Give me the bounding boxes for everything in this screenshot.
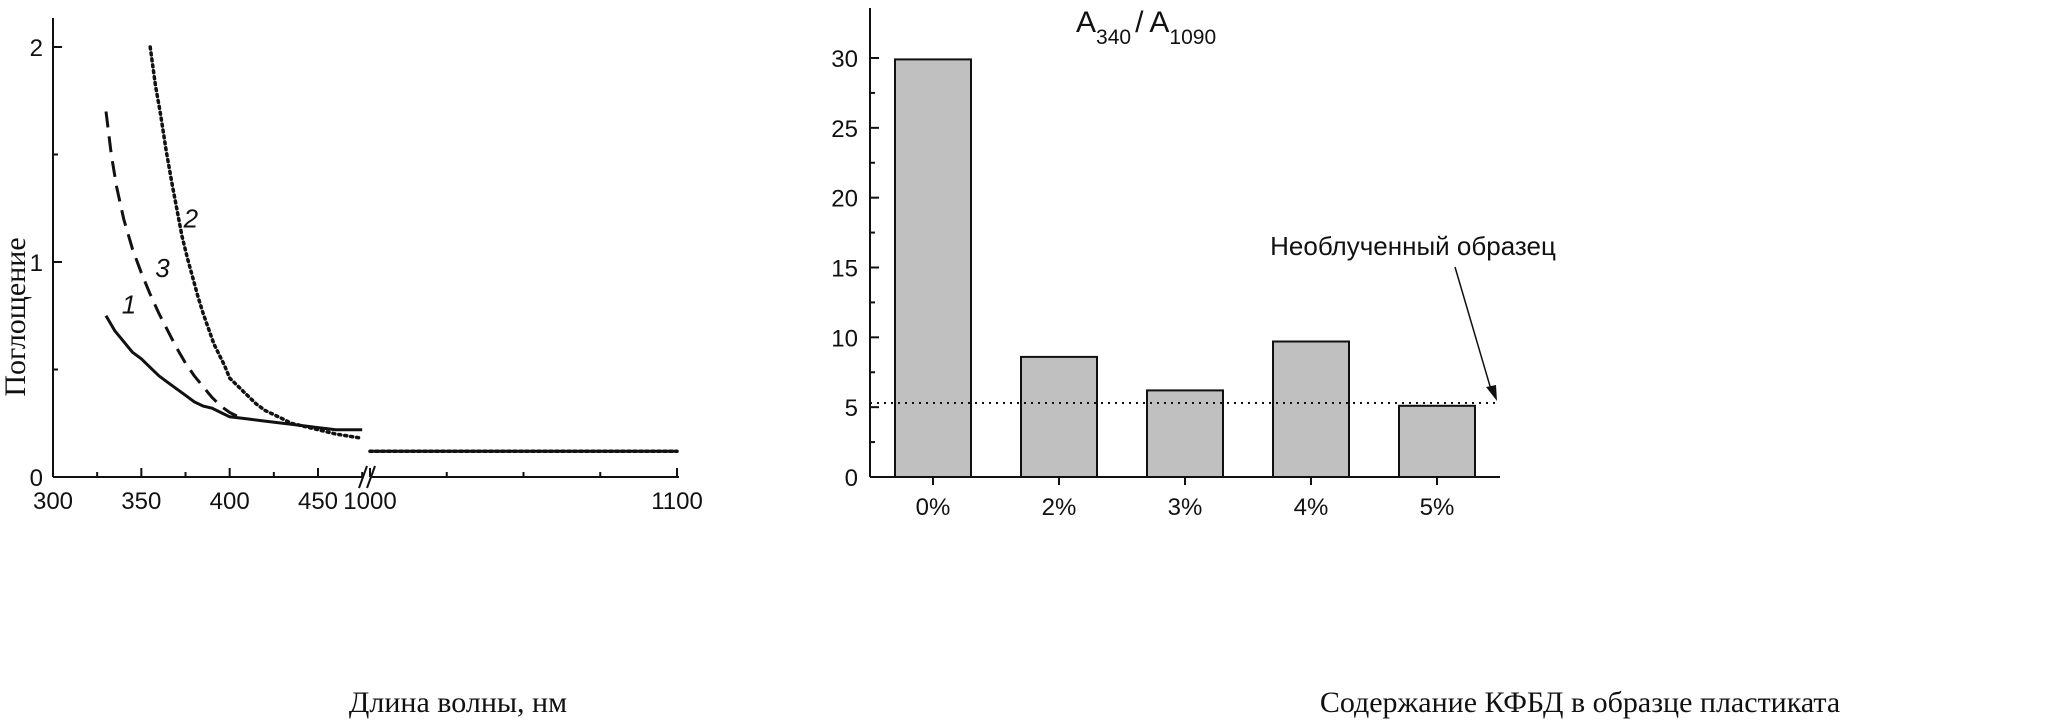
bar-2pct	[1020, 355, 1098, 478]
left-chart-ticks: 0 1 2 300 350 400 450 1000 1100	[30, 35, 703, 515]
left-chart-series	[104, 45, 679, 453]
y-label-sub1: 340	[1096, 26, 1131, 49]
left-y-tick-label: 0	[30, 465, 43, 492]
curve-label-2: 2	[183, 204, 199, 234]
right-chart-bars	[894, 58, 1476, 479]
annotation-arrow-line	[1454, 266, 1493, 394]
right-x-axis-label: Содержание КФБД в образце пластиката	[1320, 686, 1840, 719]
left-y-axis-label: Поглощение	[0, 237, 32, 396]
right-y-axis-label: A340/A1090	[1076, 6, 1216, 49]
series-line-1	[104, 315, 363, 432]
left-x-tick-label: 350	[121, 488, 161, 515]
left-x-tick-label: 300	[33, 488, 73, 515]
left-x-tick-label: 1100	[651, 488, 703, 515]
right-chart-ticks: 0 5 10 15 20 25 30 0% 2% 3% 4% 5%	[831, 46, 1454, 521]
right-x-tick-label: 3%	[1168, 494, 1203, 521]
right-x-tick-label: 0%	[916, 494, 951, 521]
y-label-sub2: 1090	[1169, 26, 1216, 49]
series-line-3	[104, 111, 240, 419]
ratio-bar-chart: 0 5 10 15 20 25 30 0% 2% 3% 4% 5% Необлученный обра…	[831, 6, 1840, 719]
right-x-tick-label: 2%	[1042, 494, 1077, 521]
left-x-tick-label: 1000	[343, 488, 396, 515]
right-y-tick-label: 5	[845, 395, 858, 422]
left-chart-curve-labels: 1 23	[122, 204, 199, 320]
bar-3pct	[1146, 389, 1224, 478]
left-x-tick-label: 450	[298, 488, 338, 515]
y-label-a2: A	[1149, 6, 1169, 39]
curve-label-3: 3	[155, 253, 170, 283]
right-chart-reference-line: Необлученный образец	[870, 231, 1556, 404]
bar-0pct	[894, 58, 972, 479]
y-label-sep: /	[1135, 6, 1144, 39]
left-x-tick-label: 400	[210, 488, 250, 515]
right-x-tick-label: 4%	[1294, 494, 1329, 521]
y-label-a1: A	[1076, 6, 1096, 39]
reference-line-label: Необлученный образец	[1270, 231, 1556, 261]
right-y-tick-label: 20	[831, 186, 858, 213]
annotation-arrowhead	[1486, 384, 1497, 401]
right-x-tick-label: 5%	[1420, 494, 1455, 521]
left-y-tick-label: 2	[30, 35, 43, 62]
right-y-tick-label: 0	[845, 465, 858, 492]
right-y-tick-label: 15	[831, 256, 858, 283]
series-line-2	[148, 45, 364, 441]
left-y-tick-label: 1	[30, 250, 43, 277]
right-y-tick-label: 10	[831, 325, 858, 352]
bar-5pct	[1398, 404, 1476, 478]
bar-4pct	[1272, 340, 1350, 478]
left-chart-axes	[52, 18, 679, 489]
right-y-tick-label: 30	[831, 46, 858, 73]
right-y-tick-label: 25	[831, 116, 858, 143]
curve-label-1: 1	[122, 290, 136, 320]
left-x-axis-label: Длина волны, нм	[349, 686, 567, 719]
